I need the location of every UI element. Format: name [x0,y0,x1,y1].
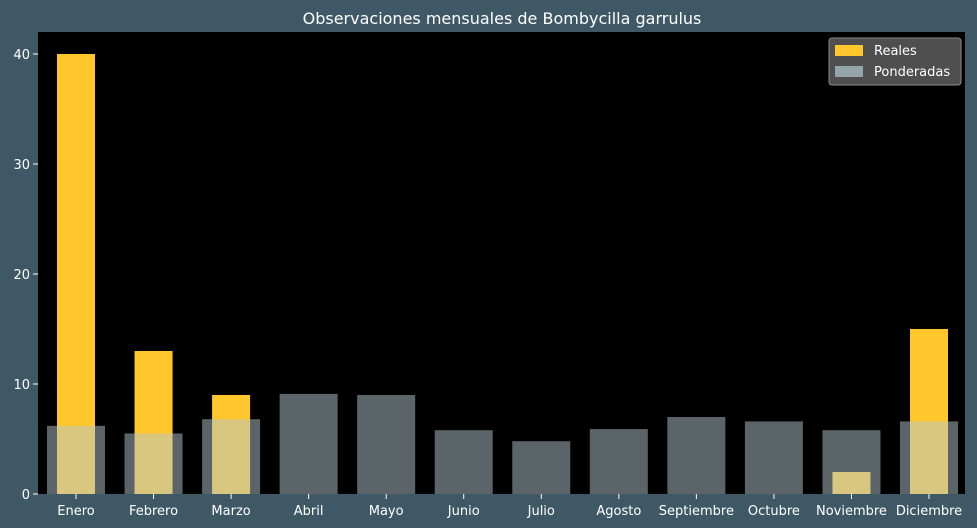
x-tick-label: Noviembre [816,504,887,519]
y-tick-label: 10 [13,378,30,393]
y-tick-label: 40 [13,48,30,63]
y-tick-label: 30 [13,158,30,173]
x-tick-label: Marzo [211,504,250,519]
bar-ponderadas [900,421,958,494]
legend-swatch [835,66,863,77]
legend-swatch [835,45,863,56]
y-tick-label: 20 [13,268,30,283]
x-tick-label: Diciembre [896,504,962,519]
bar-ponderadas [279,393,338,494]
x-tick-label: Octubre [748,504,800,519]
x-axis: Enero Febrero Marzo Abril Mayo Junio Julio Agos… [57,494,962,519]
x-tick-label: Enero [57,504,95,519]
chart-title: Observaciones mensuales de Bombycilla ga… [303,9,702,28]
x-tick-label: Abril [294,504,324,519]
y-tick-label: 0 [22,488,30,503]
x-tick-label: Septiembre [659,504,734,519]
plot-area [38,32,965,494]
legend-label: Ponderadas [874,65,950,80]
bar-ponderadas [202,419,261,494]
bar-ponderadas [47,425,105,494]
bar-ponderadas [357,395,416,494]
bar-ponderadas [434,430,493,494]
bar-ponderadas [589,429,648,494]
legend: Reales Ponderadas [828,37,962,86]
bar-ponderadas [124,433,183,494]
legend-label: Reales [874,44,917,59]
bar-ponderadas [744,421,803,494]
series-ponderadas [47,393,958,494]
x-tick-label: Julio [527,504,555,519]
bar-ponderadas [512,441,571,494]
bar-ponderadas [667,417,726,494]
bar-reales [57,54,95,494]
x-tick-label: Mayo [369,504,404,519]
y-axis: 0 10 20 30 40 [13,48,38,503]
bar-ponderadas [822,430,881,494]
x-tick-label: Agosto [596,504,641,519]
x-tick-label: Junio [447,504,480,519]
x-tick-label: Febrero [129,504,178,519]
